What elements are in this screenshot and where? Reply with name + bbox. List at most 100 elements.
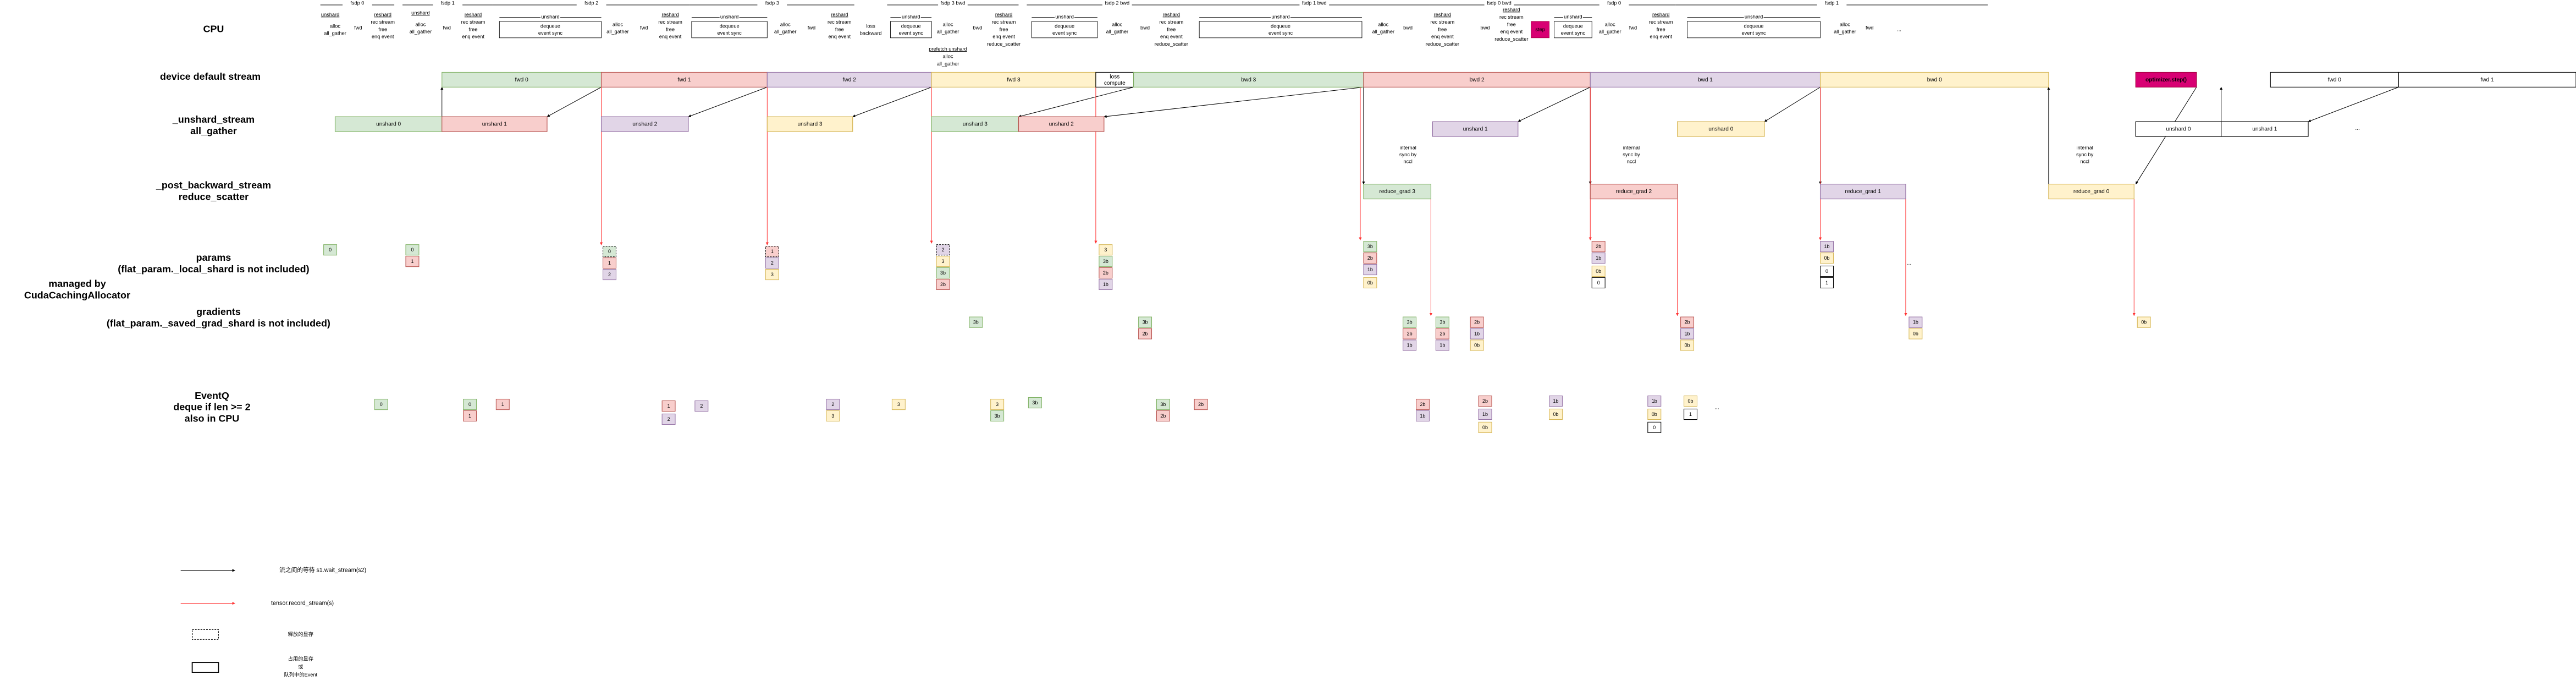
cpu-step: unshard [411,10,429,15]
cell-label: 1b [1553,398,1559,404]
dequeue-title: unshard [1271,14,1289,20]
cell-label: 0b [1474,342,1480,348]
wait-stream-arrow [1104,86,1364,118]
bracket-bg [719,14,740,20]
wait-stream-arrow [2308,86,2399,122]
memory-cell [1680,328,1695,339]
dequeue-text: dequeue [901,23,921,29]
cpu-step: free [1000,26,1008,32]
cpu-step: alloc [613,21,623,27]
memory-cell [603,257,616,269]
memory-cell [1470,316,1484,328]
legend-label: 占用的显存 [288,656,313,662]
cell-label: 0b [1596,268,1601,274]
cpu-step: reduce_scatter [1155,41,1188,47]
dequeue-text: event sync [718,30,742,36]
stream-label: bwd 2 [1470,77,1485,83]
stream-label: bwd 0 [1927,77,1942,83]
bracket-bg [1484,0,1514,7]
cell-label: 1 [1825,280,1828,286]
stream-label: loss compute [1104,74,1126,86]
memory-cell [463,410,477,422]
cell-label: 3b [1143,320,1148,325]
bracket-label: fsdp 2 bwd [1105,0,1129,6]
stream-box [600,72,768,87]
cell-label: 1b [1824,244,1830,249]
bracket-label: fsdp 0 [1607,0,1621,6]
sync-note: sync by [1399,152,1417,157]
cpu-step: alloc [1378,21,1388,27]
cpu-step: enq event [992,34,1015,40]
cell-label: 0b [1482,425,1488,430]
stream-box [1819,72,2049,87]
cell-label: 0b [1913,331,1918,337]
cpu-step: reshard [1434,12,1451,17]
stream-label: reduce_grad 0 [2073,189,2110,195]
cell-label: 2b [1685,320,1690,325]
memory-cell [1403,328,1417,339]
bracket-bg [1563,14,1583,20]
cell-label: 2 [700,403,703,409]
stream-box [766,116,853,132]
stream-label: fwd 1 [677,77,691,83]
stream-label: bwd 1 [1698,77,1713,83]
row-label: _post_backward_stream [156,179,271,190]
cell-label: 1b [1652,398,1657,404]
bracket-bg [938,0,968,7]
row-label: all_gather [190,125,237,136]
cell-label: 3 [831,413,834,419]
memory-cell [1820,277,1834,289]
cell-label: 1b [1474,331,1480,337]
cpu-step: free [469,26,478,32]
dequeue-text: dequeue [1271,23,1290,29]
cpu-step: rec stream [1649,19,1673,25]
cell-label: 1b [1367,267,1373,272]
cell-label: 1 [1689,412,1692,417]
stream-box [2135,121,2222,137]
memory-cell [1680,339,1695,351]
stream-label: unshard 1 [1463,127,1488,133]
stream-box [931,116,1019,132]
cpu-step: bwd [1481,25,1490,30]
sync-note: internal [2076,145,2093,150]
sync-note: internal [1623,145,1640,150]
bracket-label: fsdp 1 [1825,0,1839,6]
memory-cell [765,268,779,281]
bracket-bg [1102,0,1132,7]
stream-label: unshard 2 [1049,122,1074,128]
stream-box [1018,116,1105,132]
cell-label: 0 [1653,425,1656,430]
memory-cell [1363,277,1377,289]
cell-label: 2b [1407,331,1413,337]
cpu-step: free [1438,26,1447,32]
dequeue-text: event sync [1561,30,1586,36]
dequeue-box [1199,21,1363,39]
cpu-step: alloc [1112,21,1122,27]
cell-label: 0 [1825,268,1828,274]
stream-label: bwd 3 [1241,77,1256,83]
stream-label: unshard 1 [482,122,507,128]
dequeue-text: dequeue [1055,23,1074,29]
ellipsis: ... [1907,260,1911,266]
cpu-step: backward [860,31,882,36]
cpu-step: rec stream [1431,19,1455,25]
cell-label: 0b [1824,255,1830,261]
memory-cell [1138,316,1152,328]
cpu-step: all_gather [324,31,346,36]
stream-label: unshard 0 [2166,127,2191,133]
memory-cell [1099,267,1113,279]
cell-label: 0 [468,402,471,407]
bracket-bg [433,0,463,7]
legend-label: 流之间的等待 s1.wait_stream(s2) [279,567,366,574]
memory-cell [1435,316,1449,328]
row-label: reduce_scatter [179,191,249,202]
memory-cell [936,256,950,267]
memory-cell [1591,253,1606,264]
stream-label: fwd 2 [843,77,857,83]
memory-cell [1647,421,1662,433]
memory-cell [1684,408,1698,420]
stream-label: fwd 0 [515,77,529,83]
cpu-step: enq event [828,34,851,40]
